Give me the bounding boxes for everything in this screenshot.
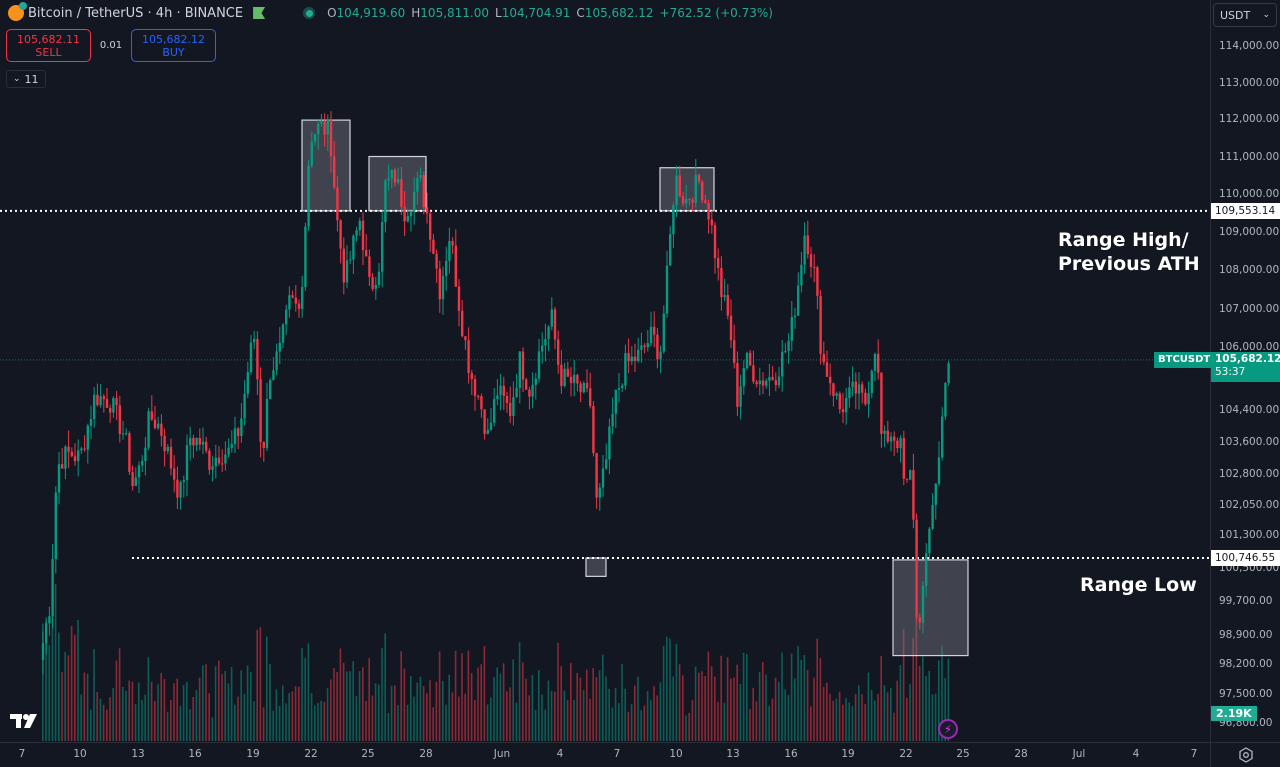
- time-tick: 16: [784, 748, 798, 760]
- symbol-price-tag: BTCUSDT: [1154, 352, 1215, 368]
- high-value: 105,811.00: [420, 6, 490, 20]
- price-tick: 113,000.00: [1219, 76, 1280, 89]
- price-tick: 98,900.00: [1219, 628, 1273, 641]
- time-tick: 7: [1190, 748, 1198, 760]
- last-price-label: 105,682.12 53:37: [1211, 352, 1280, 382]
- range-low-price-label: 100,746.55: [1211, 550, 1280, 566]
- time-tick: 7: [613, 748, 621, 760]
- tradingview-logo-icon[interactable]: [10, 712, 42, 730]
- price-tick: 110,000.00: [1219, 188, 1280, 200]
- price-tick: 103,600.00: [1219, 436, 1280, 449]
- settings-gear-icon: [1238, 747, 1253, 763]
- buy-button[interactable]: 105,682.12 BUY: [131, 29, 216, 62]
- flag-icon[interactable]: [253, 7, 266, 19]
- price-tick: 99,700.00: [1219, 595, 1273, 608]
- market-open-status-icon: [303, 7, 316, 19]
- symbol-legend: Bitcoin / TetherUS · 4h · BINANCE O104,9…: [8, 2, 773, 21]
- range-high-price-label: 109,553.14: [1211, 203, 1280, 219]
- time-tick: 25: [956, 748, 970, 760]
- low-value: 104,704.91: [501, 6, 571, 20]
- currency-value: USDT: [1220, 8, 1251, 22]
- time-tick: Jun: [493, 748, 511, 760]
- time-axis[interactable]: 7 10 13 16 19 22 25 28 Jun 4 7 10 13 16 19 22 25 28 Jul 4 7: [0, 742, 1210, 767]
- candlestick-chart[interactable]: [0, 0, 1210, 742]
- indicators-count: 11: [24, 72, 39, 86]
- sell-label: SELL: [35, 45, 62, 59]
- time-tick: 10: [73, 748, 87, 760]
- range-high-annotation[interactable]: Range High/ Previous ATH: [1058, 228, 1200, 276]
- time-tick: 7: [18, 748, 26, 760]
- price-tick: 108,000.00: [1219, 264, 1280, 276]
- ohlc-values: O104,919.60 H105,811.00 L104,704.91 C105…: [327, 6, 773, 20]
- time-tick: 25: [361, 748, 375, 760]
- bitcoin-icon: [8, 2, 27, 21]
- time-tick: Jul: [1072, 748, 1086, 760]
- price-tick: 102,800.00: [1219, 468, 1280, 481]
- order-quantity[interactable]: 0.01: [99, 40, 123, 51]
- chevron-down-icon: ⌄: [1262, 10, 1270, 20]
- buy-label: BUY: [162, 45, 185, 59]
- low-label: L: [495, 6, 502, 20]
- close-label: C: [576, 6, 585, 20]
- chart-settings-button[interactable]: [1210, 742, 1280, 767]
- time-tick: 22: [899, 748, 913, 760]
- price-tick: 107,000.00: [1219, 302, 1280, 315]
- price-tick: 102,050.00: [1219, 498, 1280, 511]
- time-tick: 19: [246, 748, 260, 760]
- time-tick: 19: [841, 748, 855, 760]
- currency-select[interactable]: USDT ⌄: [1213, 3, 1277, 27]
- symbol-title[interactable]: Bitcoin / TetherUS · 4h · BINANCE: [28, 5, 244, 21]
- close-value: 105,682.12: [584, 6, 654, 20]
- last-price: 105,682.12: [1215, 353, 1280, 365]
- price-tick: 114,000.00: [1219, 40, 1280, 53]
- price-tick: 106,000.00: [1219, 341, 1280, 354]
- price-tick: 97,500.00: [1219, 687, 1273, 700]
- volume-label: 2.19K: [1211, 706, 1257, 721]
- price-tick: 111,000.00: [1219, 150, 1280, 163]
- time-tick: 4: [1132, 748, 1140, 760]
- chart-plot-area[interactable]: [0, 0, 1210, 742]
- price-tick: 101,300.00: [1219, 529, 1280, 542]
- range-high-line2: Previous ATH: [1058, 253, 1200, 275]
- sell-button[interactable]: 105,682.11 SELL: [6, 29, 91, 62]
- range-low-annotation[interactable]: Range Low: [1080, 573, 1197, 597]
- price-tick: 98,200.00: [1219, 658, 1273, 670]
- change-value: +762.52 (+0.73%): [659, 6, 773, 20]
- high-label: H: [411, 6, 421, 20]
- time-tick: 22: [304, 748, 318, 760]
- time-tick: 28: [419, 748, 433, 760]
- time-tick: 16: [188, 748, 202, 760]
- time-tick: 13: [726, 748, 740, 760]
- range-low-label: Range Low: [1080, 574, 1197, 596]
- time-tick: 10: [669, 748, 683, 760]
- bar-countdown: 53:37: [1215, 366, 1246, 378]
- time-tick: 13: [131, 748, 145, 760]
- open-value: 104,919.60: [336, 6, 406, 20]
- price-tick: 112,000.00: [1219, 113, 1280, 126]
- trade-panel: 105,682.11 SELL 0.01 105,682.12 BUY: [6, 29, 216, 62]
- sell-price: 105,682.11: [17, 32, 80, 46]
- price-tick: 109,000.00: [1219, 225, 1280, 238]
- buy-price: 105,682.12: [142, 32, 205, 46]
- open-label: O: [327, 6, 337, 20]
- chevron-down-icon: ⌄: [13, 74, 21, 84]
- price-tick: 104,400.00: [1219, 404, 1280, 417]
- indicators-collapse-button[interactable]: ⌄ 11: [6, 70, 46, 88]
- time-tick: 28: [1014, 748, 1028, 760]
- range-high-line1: Range High/: [1058, 229, 1189, 251]
- time-tick: 4: [556, 748, 564, 760]
- lightning-event-icon[interactable]: ⚡: [938, 719, 958, 739]
